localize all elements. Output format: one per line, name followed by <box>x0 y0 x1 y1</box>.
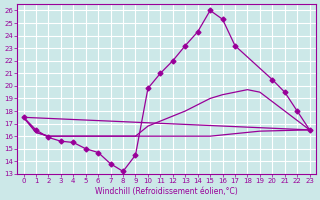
X-axis label: Windchill (Refroidissement éolien,°C): Windchill (Refroidissement éolien,°C) <box>95 187 238 196</box>
